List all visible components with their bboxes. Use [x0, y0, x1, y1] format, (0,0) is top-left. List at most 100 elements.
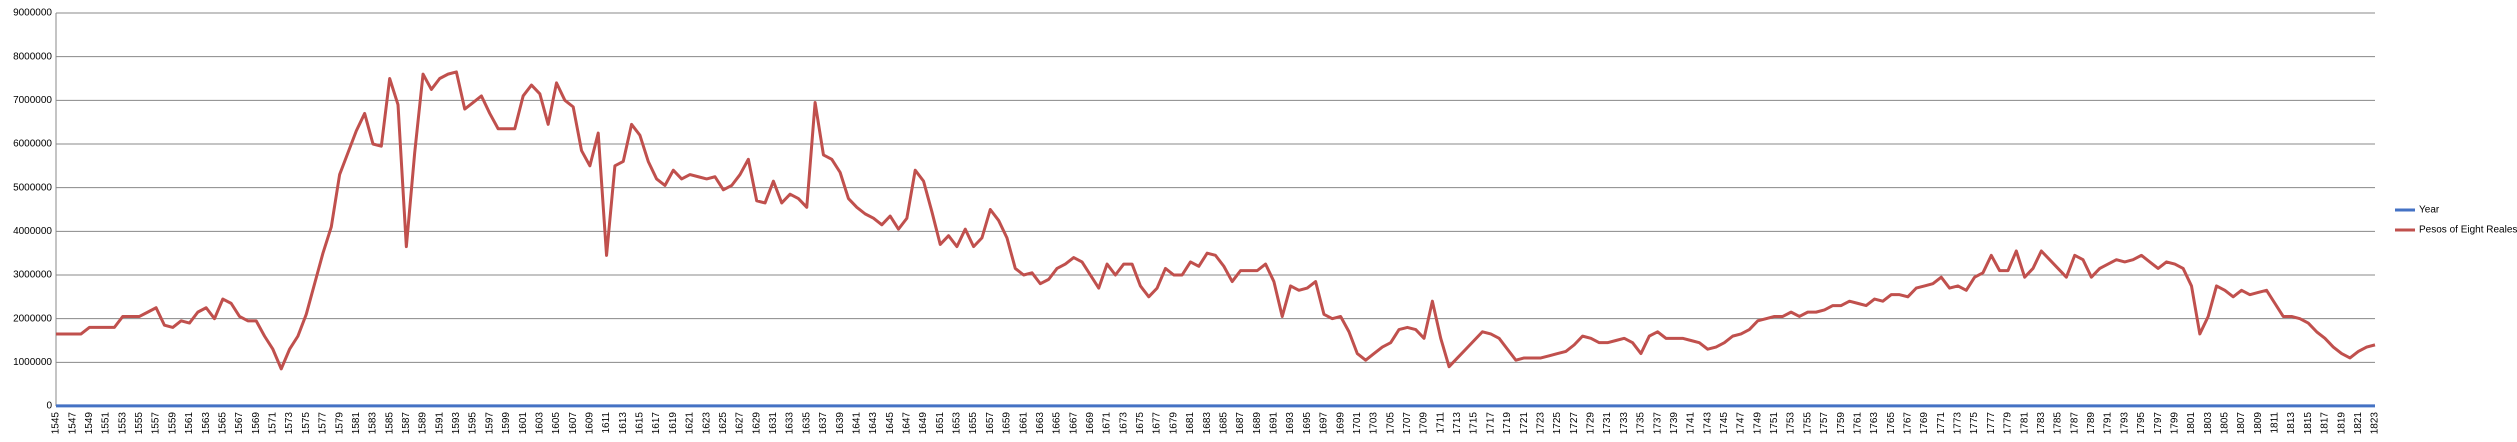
- x-tick-label: 1655: [968, 412, 979, 435]
- x-tick-label: 1803: [2203, 412, 2214, 435]
- x-tick-label: 1629: [751, 412, 762, 435]
- y-tick-label: 3000000: [13, 270, 52, 281]
- x-tick-label: 1781: [2019, 412, 2030, 435]
- x-tick-label: 1575: [301, 412, 312, 435]
- x-tick-label: 1643: [868, 412, 879, 435]
- x-tick-label: 1819: [2336, 412, 2347, 435]
- x-tick-label: 1747: [1736, 412, 1747, 435]
- x-tick-label: 1649: [918, 412, 929, 435]
- x-tick-label: 1603: [534, 412, 545, 435]
- x-tick-label: 1599: [501, 412, 512, 435]
- x-tick-label: 1621: [685, 412, 696, 435]
- x-tick-label: 1775: [1969, 412, 1980, 435]
- x-tick-label: 1615: [635, 412, 646, 435]
- x-tick-label: 1821: [2353, 412, 2364, 435]
- x-tick-label: 1619: [668, 412, 679, 435]
- x-tick-label: 1711: [1435, 412, 1446, 434]
- x-tick-label: 1707: [1402, 412, 1413, 435]
- x-tick-label: 1695: [1302, 412, 1313, 435]
- x-tick-label: 1665: [1052, 412, 1063, 435]
- series-line: [56, 70, 2376, 371]
- x-tick-label: 1611: [601, 412, 612, 434]
- x-tick-label: 1699: [1335, 412, 1346, 435]
- x-tick-label: 1661: [1018, 412, 1029, 435]
- x-tick-label: 1797: [2153, 412, 2164, 435]
- x-tick-label: 1745: [1719, 412, 1730, 435]
- x-tick-label: 1691: [1269, 412, 1280, 435]
- x-tick-label: 1759: [1836, 412, 1847, 435]
- x-tick-label: 1639: [835, 412, 846, 435]
- x-tick-label: 1593: [451, 412, 462, 435]
- x-tick-label: 1589: [418, 412, 429, 435]
- x-tick-label: 1823: [2370, 412, 2381, 435]
- x-tick-label: 1729: [1586, 412, 1597, 435]
- x-tick-label: 1545: [51, 412, 62, 435]
- x-tick-label: 1585: [384, 412, 395, 435]
- x-tick-label: 1731: [1602, 412, 1613, 435]
- x-tick-label: 1601: [518, 412, 529, 435]
- x-tick-label: 1633: [785, 412, 796, 435]
- x-tick-label: 1815: [2303, 412, 2314, 435]
- x-tick-label: 1669: [1085, 412, 1096, 435]
- x-tick-label: 1587: [401, 412, 412, 435]
- x-tick-label: 1795: [2136, 412, 2147, 435]
- x-tick-label: 1625: [718, 412, 729, 435]
- y-tick-label: 2000000: [13, 313, 52, 324]
- x-tick-label: 1595: [468, 412, 479, 435]
- x-tick-label: 1681: [1185, 412, 1196, 435]
- x-tick-label: 1635: [801, 412, 812, 435]
- x-tick-label: 1555: [134, 412, 145, 435]
- x-tick-label: 1623: [701, 412, 712, 435]
- x-tick-label: 1725: [1552, 412, 1563, 435]
- x-tick-label: 1645: [885, 412, 896, 435]
- y-tick-label: 4000000: [13, 226, 52, 237]
- x-tick-label: 1789: [2086, 412, 2097, 435]
- x-tick-label: 1703: [1369, 412, 1380, 435]
- x-tick-label: 1569: [251, 412, 262, 435]
- x-tick-label: 1613: [618, 412, 629, 435]
- x-tick-label: 1559: [167, 412, 178, 435]
- x-tick-label: 1697: [1319, 412, 1330, 435]
- x-tick-label: 1609: [585, 412, 596, 435]
- x-tick-label: 1739: [1669, 412, 1680, 435]
- x-tick-label: 1671: [1102, 412, 1113, 435]
- y-tick-label: 6000000: [13, 139, 52, 150]
- x-tick-label: 1701: [1352, 412, 1363, 435]
- x-tick-label: 1733: [1619, 412, 1630, 435]
- y-tick-label: 8000000: [13, 51, 52, 62]
- x-tick-label: 1653: [952, 412, 963, 435]
- x-tick-label: 1581: [351, 412, 362, 435]
- x-tick-label: 1783: [2036, 412, 2047, 435]
- x-tick-label: 1753: [1786, 412, 1797, 435]
- x-tick-label: 1777: [1986, 412, 1997, 435]
- x-tick-label: 1713: [1452, 412, 1463, 435]
- x-tick-label: 1647: [901, 412, 912, 435]
- x-tick-label: 1591: [434, 412, 445, 435]
- x-tick-label: 1751: [1769, 412, 1780, 435]
- x-tick-label: 1709: [1419, 412, 1430, 435]
- x-tick-label: 1721: [1519, 412, 1530, 435]
- x-tick-label: 1693: [1285, 412, 1296, 435]
- x-tick-label: 1785: [2053, 412, 2064, 435]
- x-tick-label: 1663: [1035, 412, 1046, 435]
- x-tick-label: 1627: [735, 412, 746, 435]
- y-tick-label: 0: [46, 401, 52, 412]
- x-tick-label: 1807: [2236, 412, 2247, 435]
- x-tick-label: 1689: [1252, 412, 1263, 435]
- x-tick-label: 1553: [117, 412, 128, 435]
- x-tick-label: 1791: [2103, 412, 2114, 435]
- x-tick-label: 1557: [151, 412, 162, 435]
- x-tick-label: 1801: [2186, 412, 2197, 435]
- x-tick-label: 1743: [1702, 412, 1713, 435]
- x-tick-label: 1717: [1485, 412, 1496, 435]
- x-tick-label: 1659: [1002, 412, 1013, 435]
- x-tick-label: 1565: [217, 412, 228, 435]
- x-tick-label: 1779: [2003, 412, 2014, 435]
- x-tick-label: 1667: [1068, 412, 1079, 435]
- x-tick-label: 1799: [2169, 412, 2180, 435]
- x-tick-label: 1771: [1936, 412, 1947, 435]
- x-tick-label: 1683: [1202, 412, 1213, 435]
- x-tick-label: 1685: [1218, 412, 1229, 435]
- y-tick-label: 5000000: [13, 182, 52, 193]
